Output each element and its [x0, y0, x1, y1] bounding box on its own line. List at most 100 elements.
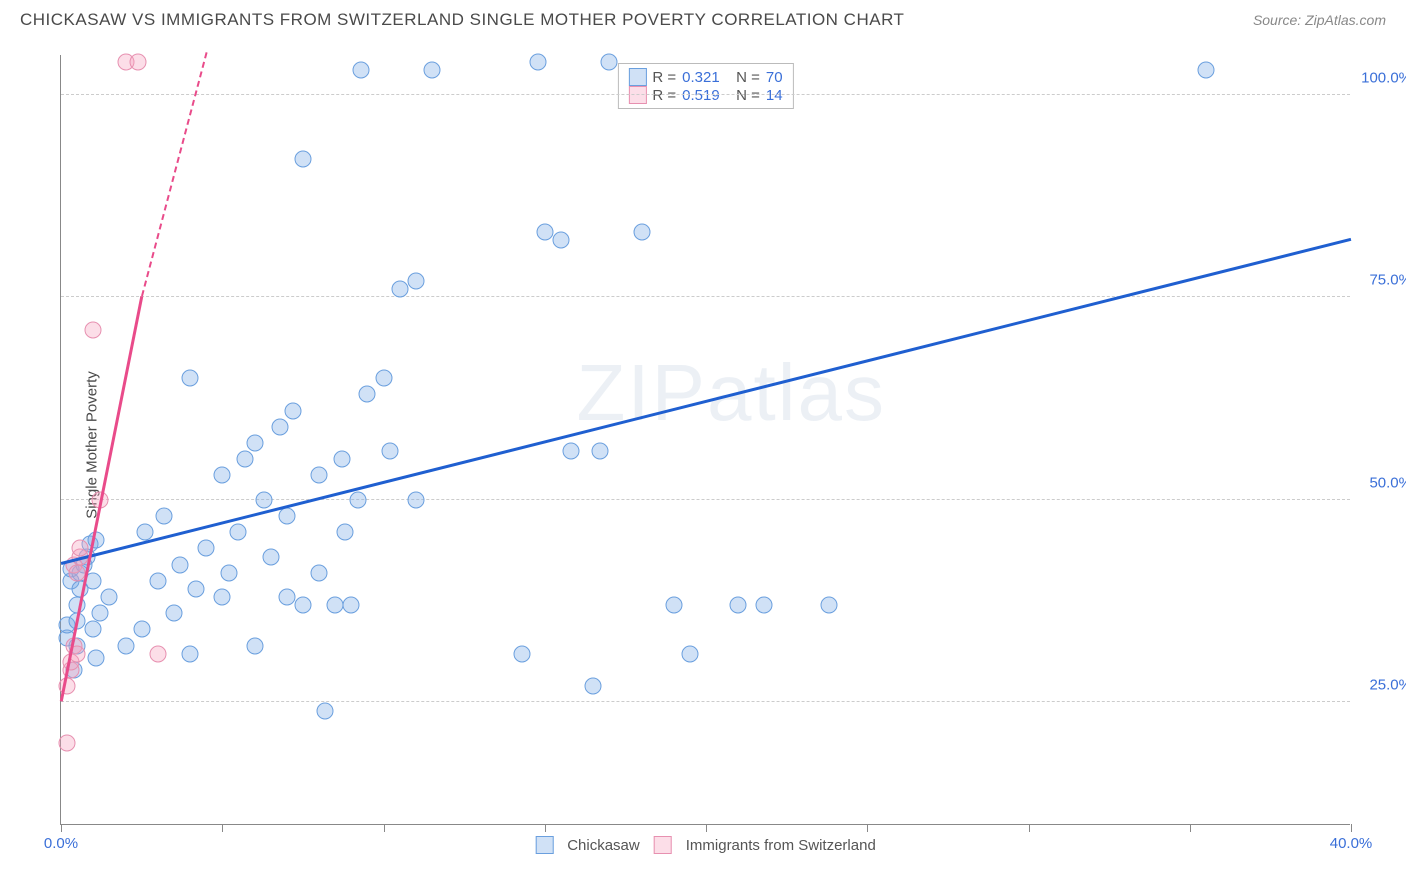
data-point: [343, 597, 360, 614]
data-point: [182, 645, 199, 662]
data-point: [317, 702, 334, 719]
data-point: [1197, 62, 1214, 79]
legend-n-label: N =: [736, 69, 760, 86]
y-tick-label: 100.0%: [1361, 69, 1406, 86]
data-point: [311, 467, 328, 484]
data-point: [149, 645, 166, 662]
data-point: [294, 151, 311, 168]
legend-swatch: [535, 836, 553, 854]
x-tick-label: 0.0%: [44, 835, 78, 852]
data-point: [423, 62, 440, 79]
chart-header: CHICKASAW VS IMMIGRANTS FROM SWITZERLAND…: [0, 0, 1406, 35]
legend-swatch: [654, 836, 672, 854]
data-point: [88, 649, 105, 666]
data-point: [214, 467, 231, 484]
x-tick: [1029, 824, 1030, 832]
data-point: [172, 556, 189, 573]
x-tick: [1351, 824, 1352, 832]
data-point: [133, 621, 150, 638]
chart-title: CHICKASAW VS IMMIGRANTS FROM SWITZERLAND…: [20, 10, 904, 30]
data-point: [352, 62, 369, 79]
data-point: [585, 678, 602, 695]
legend-r-label: R =: [652, 87, 676, 104]
data-point: [375, 370, 392, 387]
gridline: [61, 296, 1350, 297]
data-point: [156, 508, 173, 525]
legend-stat-row: R = 0.519 N = 14: [628, 86, 782, 104]
gridline: [61, 94, 1350, 95]
legend-r-label: R =: [652, 69, 676, 86]
x-tick-label: 40.0%: [1330, 835, 1373, 852]
legend-n-value: 70: [766, 69, 783, 86]
x-tick: [706, 824, 707, 832]
data-point: [91, 605, 108, 622]
data-point: [101, 589, 118, 606]
y-tick-label: 25.0%: [1369, 677, 1406, 694]
gridline: [61, 701, 1350, 702]
data-point: [681, 645, 698, 662]
x-tick: [384, 824, 385, 832]
legend-series-label: Chickasaw: [567, 837, 640, 854]
data-point: [272, 418, 289, 435]
data-point: [530, 54, 547, 71]
data-point: [552, 232, 569, 249]
data-point: [601, 54, 618, 71]
legend-series: Chickasaw Immigrants from Switzerland: [535, 836, 876, 854]
y-tick-label: 50.0%: [1369, 474, 1406, 491]
data-point: [165, 605, 182, 622]
data-point: [262, 548, 279, 565]
chart-source: Source: ZipAtlas.com: [1253, 12, 1386, 28]
x-tick: [61, 824, 62, 832]
data-point: [407, 491, 424, 508]
data-point: [236, 451, 253, 468]
data-point: [381, 443, 398, 460]
data-point: [336, 524, 353, 541]
data-point: [591, 443, 608, 460]
data-point: [59, 734, 76, 751]
data-point: [285, 402, 302, 419]
data-point: [278, 589, 295, 606]
data-point: [514, 645, 531, 662]
data-point: [230, 524, 247, 541]
data-point: [359, 386, 376, 403]
data-point: [333, 451, 350, 468]
data-point: [391, 281, 408, 298]
data-point: [149, 572, 166, 589]
data-point: [85, 321, 102, 338]
legend-swatch: [628, 68, 646, 86]
data-point: [117, 637, 134, 654]
data-point: [256, 491, 273, 508]
data-point: [633, 224, 650, 241]
legend-stat-row: R =0.321N =70: [628, 68, 782, 86]
data-point: [349, 491, 366, 508]
data-point: [182, 370, 199, 387]
legend-series-label: Immigrants from Switzerland: [686, 837, 876, 854]
data-point: [220, 564, 237, 581]
data-point: [820, 597, 837, 614]
data-point: [294, 597, 311, 614]
data-point: [246, 637, 263, 654]
data-point: [327, 597, 344, 614]
legend-r-value: 0.519: [682, 87, 730, 104]
data-point: [311, 564, 328, 581]
plot-region: ZIPatlas R =0.321N =70R =0.519N =14 Chic…: [60, 55, 1350, 825]
data-point: [756, 597, 773, 614]
legend-n-label: N =: [736, 87, 760, 104]
chart-area: Single Mother Poverty ZIPatlas R =0.321N…: [50, 55, 1390, 835]
data-point: [562, 443, 579, 460]
data-point: [730, 597, 747, 614]
data-point: [214, 589, 231, 606]
legend-n-value: 14: [766, 87, 783, 104]
y-tick-label: 75.0%: [1369, 272, 1406, 289]
x-tick: [222, 824, 223, 832]
x-tick: [867, 824, 868, 832]
trend-line: [61, 238, 1352, 565]
x-tick: [545, 824, 546, 832]
legend-stats: R =0.321N =70R =0.519N =14: [617, 63, 793, 109]
data-point: [278, 508, 295, 525]
data-point: [407, 272, 424, 289]
trend-line: [141, 53, 207, 297]
legend-swatch: [628, 86, 646, 104]
x-tick: [1190, 824, 1191, 832]
data-point: [85, 621, 102, 638]
